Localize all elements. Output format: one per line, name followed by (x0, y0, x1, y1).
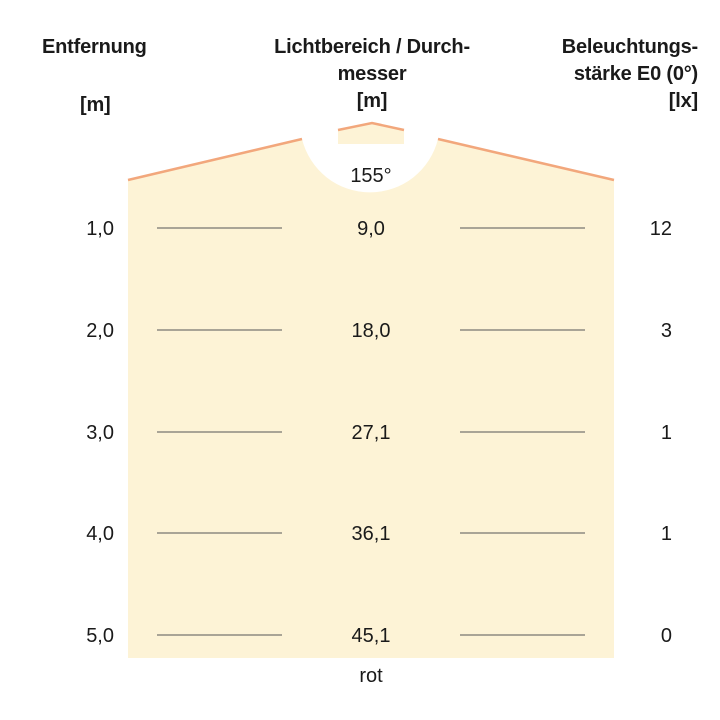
row-2-distance: 2,0 (86, 320, 114, 342)
lamp-top-outline (337, 121, 405, 132)
row-4-distance: 4,0 (86, 523, 114, 545)
row-5-distance: 5,0 (86, 625, 114, 647)
footer-label: rot (359, 665, 383, 687)
beam-edge-right (437, 137, 615, 182)
row-3-diameter: 27,1 (351, 422, 391, 444)
beam-angle-label: 155° (350, 165, 392, 187)
row-2-diameter: 18,0 (351, 320, 391, 342)
diameter-header-line2: messer (337, 63, 407, 85)
row-5-diameter: 45,1 (351, 625, 391, 647)
illuminance-header: Beleuchtungs- stärke E0 (0°) [lx] (518, 34, 698, 115)
diameter-header-unit: [m] (356, 90, 388, 112)
illuminance-header-line2: stärke E0 (0°) (573, 63, 698, 85)
row-3-distance: 3,0 (86, 422, 114, 444)
illuminance-header-line1: Beleuchtungs- (561, 36, 698, 58)
row-5-illuminance: 0 (660, 625, 672, 647)
diameter-header: Lichtbereich / Durch- messer [m] (262, 34, 482, 115)
row-1-diameter: 9,0 (357, 218, 385, 240)
diameter-header-line1: Lichtbereich / Durch- (274, 36, 470, 58)
light-area (128, 139, 614, 658)
row-1-illuminance: 12 (649, 218, 672, 240)
lamp-cap (338, 123, 404, 144)
row-rules (157, 227, 585, 636)
row-1-distance: 1,0 (86, 218, 114, 240)
distance-header-unit: [m] (80, 94, 111, 116)
row-4-illuminance: 1 (660, 523, 672, 545)
row-4-diameter: 36,1 (351, 523, 391, 545)
distance-header-title: Entfernung (42, 36, 147, 58)
illuminance-header-unit: [lx] (668, 90, 698, 112)
beam-edge-left (127, 137, 303, 182)
row-3-illuminance: 1 (660, 422, 672, 444)
distance-header: Entfernung [m] (42, 34, 147, 116)
row-2-illuminance: 3 (660, 320, 672, 342)
